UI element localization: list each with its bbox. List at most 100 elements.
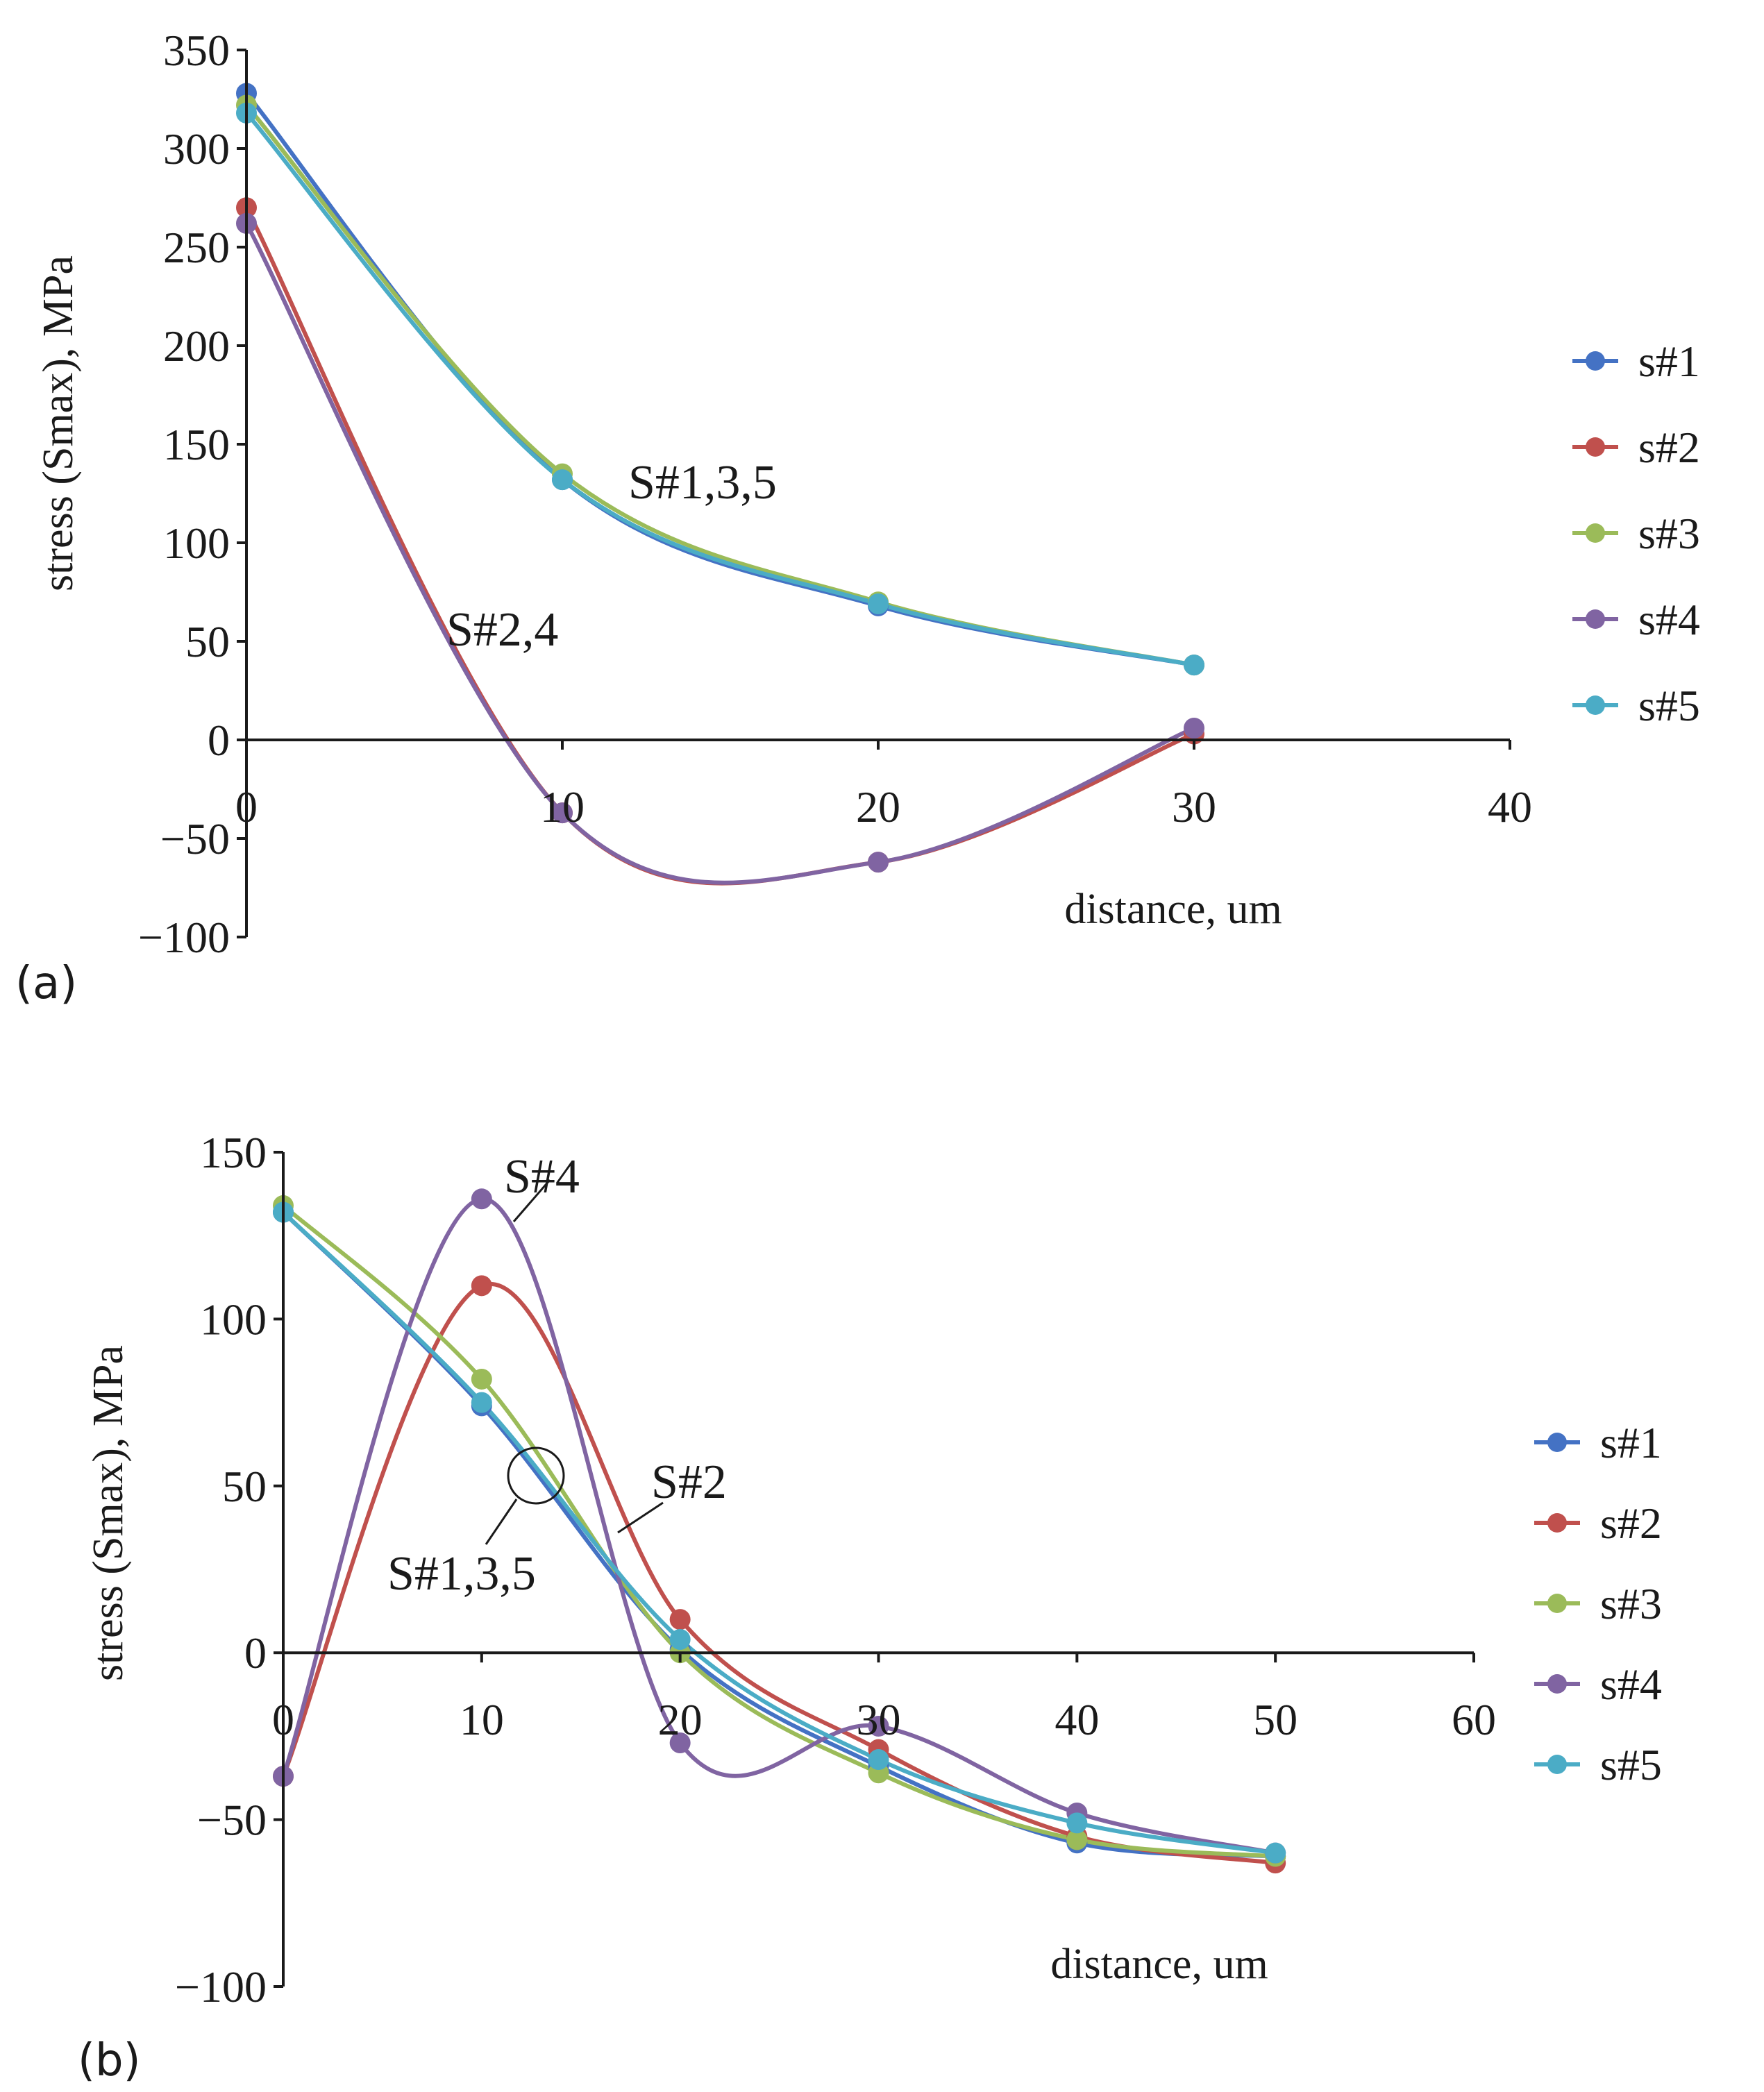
panel-label-b: (b)	[78, 2035, 141, 2086]
legend-swatch-marker	[1547, 1433, 1567, 1452]
x-tick-label: 50	[1253, 1695, 1297, 1744]
x-tick-label: 10	[540, 782, 585, 832]
ticks-b: −100 −50 0 50 100 150 0 10 20 30 40 50 60	[175, 1128, 1496, 2011]
data-point-s4	[1184, 717, 1204, 739]
legend-swatch-marker	[1547, 1594, 1567, 1613]
x-tick-label: 0	[235, 782, 258, 832]
y-tick-label: 0	[208, 716, 230, 765]
series-line-s5	[244, 110, 1196, 668]
data-point-s4	[552, 802, 573, 824]
legend-label: s#3	[1638, 509, 1700, 558]
y-axis-title-b: stress (Smax), MPa	[85, 1345, 132, 1681]
y-tick-label: 50	[222, 1462, 267, 1511]
x-tick-label: 0	[272, 1695, 294, 1744]
legend-a: s#1 s#2 s#3 s#4 s#5	[1572, 337, 1700, 730]
x-tick-label: 40	[1055, 1695, 1099, 1744]
y-tick-label: 250	[163, 223, 230, 272]
data-point-s5	[552, 469, 573, 491]
x-tick-label: 20	[658, 1695, 703, 1744]
legend-b: s#1 s#2 s#3 s#4 s#5	[1534, 1418, 1662, 1789]
legend-label: s#4	[1638, 595, 1700, 644]
data-point-s5	[868, 593, 889, 615]
series-line-s3	[281, 1203, 1278, 1859]
annotation-s135-b: S#1,3,5	[387, 1547, 536, 1601]
legend-label: s#2	[1638, 423, 1700, 472]
legend-swatch-marker	[1586, 523, 1605, 543]
data-point-s5	[868, 1749, 889, 1771]
data-point-s3	[1066, 1829, 1088, 1850]
y-tick-label: 150	[163, 420, 230, 469]
y-tick-label: −100	[175, 1962, 267, 2011]
series-line-s3	[244, 103, 1196, 668]
legend-label: s#3	[1600, 1579, 1662, 1628]
legend-swatch-marker	[1586, 609, 1605, 629]
legend-swatch-marker	[1547, 1513, 1567, 1533]
data-point-s4	[471, 1188, 492, 1210]
legend-swatch-marker	[1586, 695, 1605, 715]
data-point-s4	[669, 1732, 691, 1754]
panel-label-a: (a)	[15, 958, 77, 1009]
x-tick-label: 10	[460, 1695, 504, 1744]
y-tick-label: 0	[244, 1628, 267, 1678]
legend-label: s#1	[1638, 337, 1700, 386]
x-tick-label: 20	[856, 782, 900, 832]
data-point-s5	[1184, 655, 1204, 676]
legend-label: s#4	[1600, 1660, 1662, 1709]
annotation-circle-b	[507, 1446, 565, 1505]
series-lines-b	[281, 1197, 1278, 1866]
legend-swatch-marker	[1586, 351, 1605, 371]
y-tick-label: 350	[163, 26, 230, 75]
data-point-s5	[471, 1392, 492, 1413]
data-point-s5	[669, 1628, 691, 1650]
annotation-s24-a: S#2,4	[446, 603, 558, 657]
annotation-s135-a: S#1,3,5	[628, 456, 777, 509]
leader-s4-b	[512, 1179, 551, 1222]
data-point-s3	[471, 1368, 492, 1390]
data-point-s5	[1066, 1812, 1088, 1834]
data-point-s4	[868, 852, 889, 873]
legend-label: s#5	[1638, 681, 1700, 730]
chart-panel-b: −100 −50 0 50 100 150 0 10 20 30 40 50 60 distance, …	[78, 1128, 1662, 2086]
series-line-s2	[244, 205, 1196, 886]
data-point-s5	[1265, 1842, 1286, 1864]
legend-swatch-marker	[1547, 1755, 1567, 1774]
x-tick-label: 30	[1172, 782, 1216, 832]
y-tick-label: 200	[163, 321, 230, 371]
x-tick-label: 40	[1488, 782, 1532, 832]
y-tick-label: −50	[197, 1796, 267, 1845]
series-line-s4	[244, 221, 1196, 885]
series-lines-a	[244, 91, 1196, 886]
y-tick-label: −100	[138, 913, 230, 962]
y-tick-label: 100	[200, 1294, 267, 1344]
legend-swatch-marker	[1547, 1674, 1567, 1694]
y-tick-label: −50	[160, 814, 230, 863]
leader-s135-b	[485, 1499, 518, 1545]
data-point-s4	[868, 1715, 889, 1737]
data-point-s2	[669, 1609, 691, 1630]
y-tick-label: 100	[163, 518, 230, 568]
y-tick-label: 300	[163, 124, 230, 174]
y-tick-label: 50	[185, 617, 230, 666]
x-tick-label: 30	[857, 1695, 901, 1744]
annotation-s4-b: S#4	[504, 1150, 580, 1204]
data-point-s2	[471, 1275, 492, 1297]
y-axis-title-a: stress (Smax), MPa	[35, 255, 82, 591]
series-line-s1	[244, 91, 1196, 668]
series-line-s5	[281, 1210, 1278, 1855]
y-tick-label: 150	[200, 1128, 267, 1177]
series-line-s4	[281, 1197, 1278, 1855]
legend-label: s#1	[1600, 1418, 1662, 1467]
x-axis-title-b: distance, um	[1050, 1941, 1268, 1988]
leader-s2-b	[617, 1501, 664, 1534]
x-axis-title-a: distance, um	[1064, 886, 1282, 933]
annotation-s2-b: S#2	[651, 1456, 727, 1509]
series-line-s1	[281, 1210, 1278, 1859]
series-points-b	[273, 1188, 1286, 1874]
legend-label: s#2	[1600, 1499, 1662, 1548]
x-tick-label: 60	[1452, 1695, 1496, 1744]
legend-label: s#5	[1600, 1740, 1662, 1789]
legend-swatch-marker	[1586, 437, 1605, 457]
